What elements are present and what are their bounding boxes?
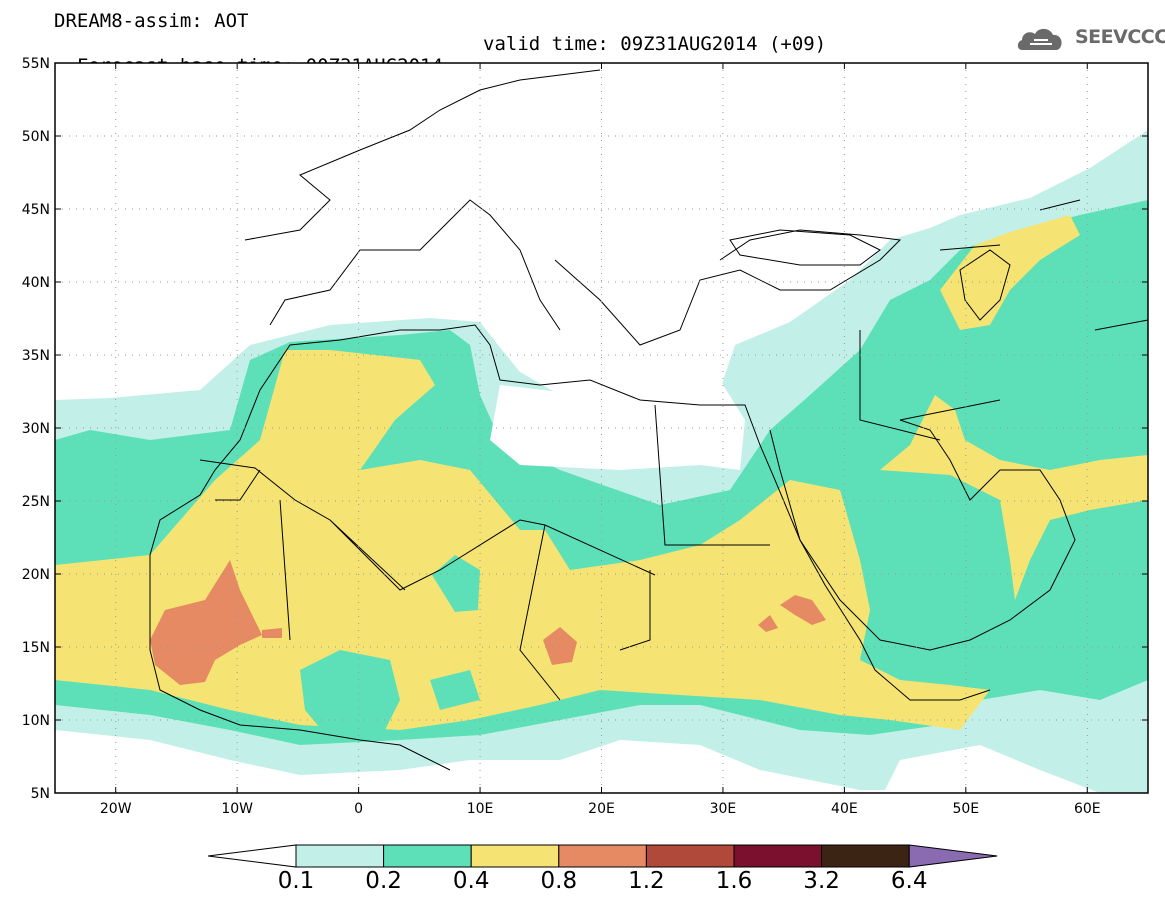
colorbar-swatch: [558, 844, 647, 868]
aot-contour-0.4-gulf: [880, 395, 1148, 600]
coastline-europe: [244, 69, 902, 346]
coastline-west-africa: [149, 555, 451, 771]
lon-tick-label: 30E: [710, 801, 737, 817]
aot-clear-area: [490, 380, 745, 470]
aot-contour-0.4: [55, 350, 990, 730]
lat-tick-label: 50N: [22, 129, 50, 145]
colorbar-label: 3.2: [803, 868, 840, 894]
aot-contour-0.4-caspian: [940, 215, 1080, 330]
lon-tick-label: 20E: [588, 801, 615, 817]
lat-tick-label: 35N: [22, 348, 50, 364]
colorbar: [207, 844, 998, 868]
lon-tick-label: 50E: [952, 801, 979, 817]
colorbar-label: 1.2: [628, 868, 665, 894]
lat-tick-label: 20N: [22, 567, 50, 583]
aot-contour-0.2-island: [300, 650, 400, 740]
aot-contour-0.8: [758, 615, 778, 632]
colorbar-label: 0.1: [277, 868, 315, 894]
lat-tick-label: 15N: [22, 640, 50, 656]
colorbar-swatch: [383, 844, 472, 868]
colorbar-label: 6.4: [890, 868, 928, 894]
lat-tick-label: 25N: [22, 494, 50, 510]
colorbar-swatch: [295, 844, 385, 868]
colorbar-swatch: [470, 844, 560, 868]
lat-tick-label: 45N: [22, 202, 50, 218]
colorbar-label: 0.8: [540, 868, 578, 894]
lon-tick-label: 60E: [1074, 801, 1101, 817]
coastline-caspian: [959, 249, 1011, 321]
lon-tick-label: 0: [354, 801, 363, 817]
aot-contour-0.8: [543, 627, 577, 665]
lat-tick-label: 55N: [22, 56, 50, 72]
lon-tick-label: 40E: [831, 801, 858, 817]
colorbar-label: 0.2: [365, 868, 402, 894]
coastline-arabia: [769, 419, 1076, 651]
logo-text: SEEVCCC: [1075, 26, 1165, 48]
lon-tick-label: 20W: [100, 801, 132, 817]
lat-tick-label: 40N: [22, 275, 50, 291]
colorbar-swatch: [733, 844, 823, 868]
lat-tick-label: 30N: [22, 421, 50, 437]
colorbar-max-arrow: [908, 844, 998, 868]
border-lines: [199, 199, 1148, 701]
colorbar-swatch: [645, 844, 735, 868]
coastline-north-africa: [149, 324, 991, 701]
colorbar-label: 0.4: [452, 868, 490, 894]
aot-contour-0.8: [780, 595, 826, 625]
colorbar-label: 1.6: [715, 868, 753, 894]
aot-contour-0.8: [150, 560, 262, 685]
gridlines: [55, 63, 1148, 793]
colorbar-swatch: [821, 844, 910, 868]
lon-tick-label: 10E: [467, 801, 494, 817]
lat-tick-label: 10N: [22, 713, 50, 729]
chart-title: DREAM8-assim: AOT: [54, 10, 249, 32]
colorbar-min-arrow: [207, 844, 297, 868]
aot-contour-0.2-island: [432, 555, 480, 612]
lon-tick-label: 10W: [221, 801, 253, 817]
aot-contour-0.8: [262, 628, 282, 638]
lat-tick-label: 5N: [31, 786, 50, 802]
cloud-logo-icon: [1017, 28, 1062, 50]
coastlines: [149, 69, 1148, 771]
latitude-ticks: 55N 50N 45N 40N 35N 30N 25N 20N 15N 10N 5N: [22, 56, 1148, 802]
coastline-black-sea: [729, 229, 881, 266]
aot-contour-0.2-island: [430, 670, 480, 710]
longitude-ticks: 20W 10W 0 10E 20E 30E 40E 50E 60E: [100, 63, 1101, 817]
valid-time: valid time: 09Z31AUG2014 (+09): [483, 33, 827, 55]
